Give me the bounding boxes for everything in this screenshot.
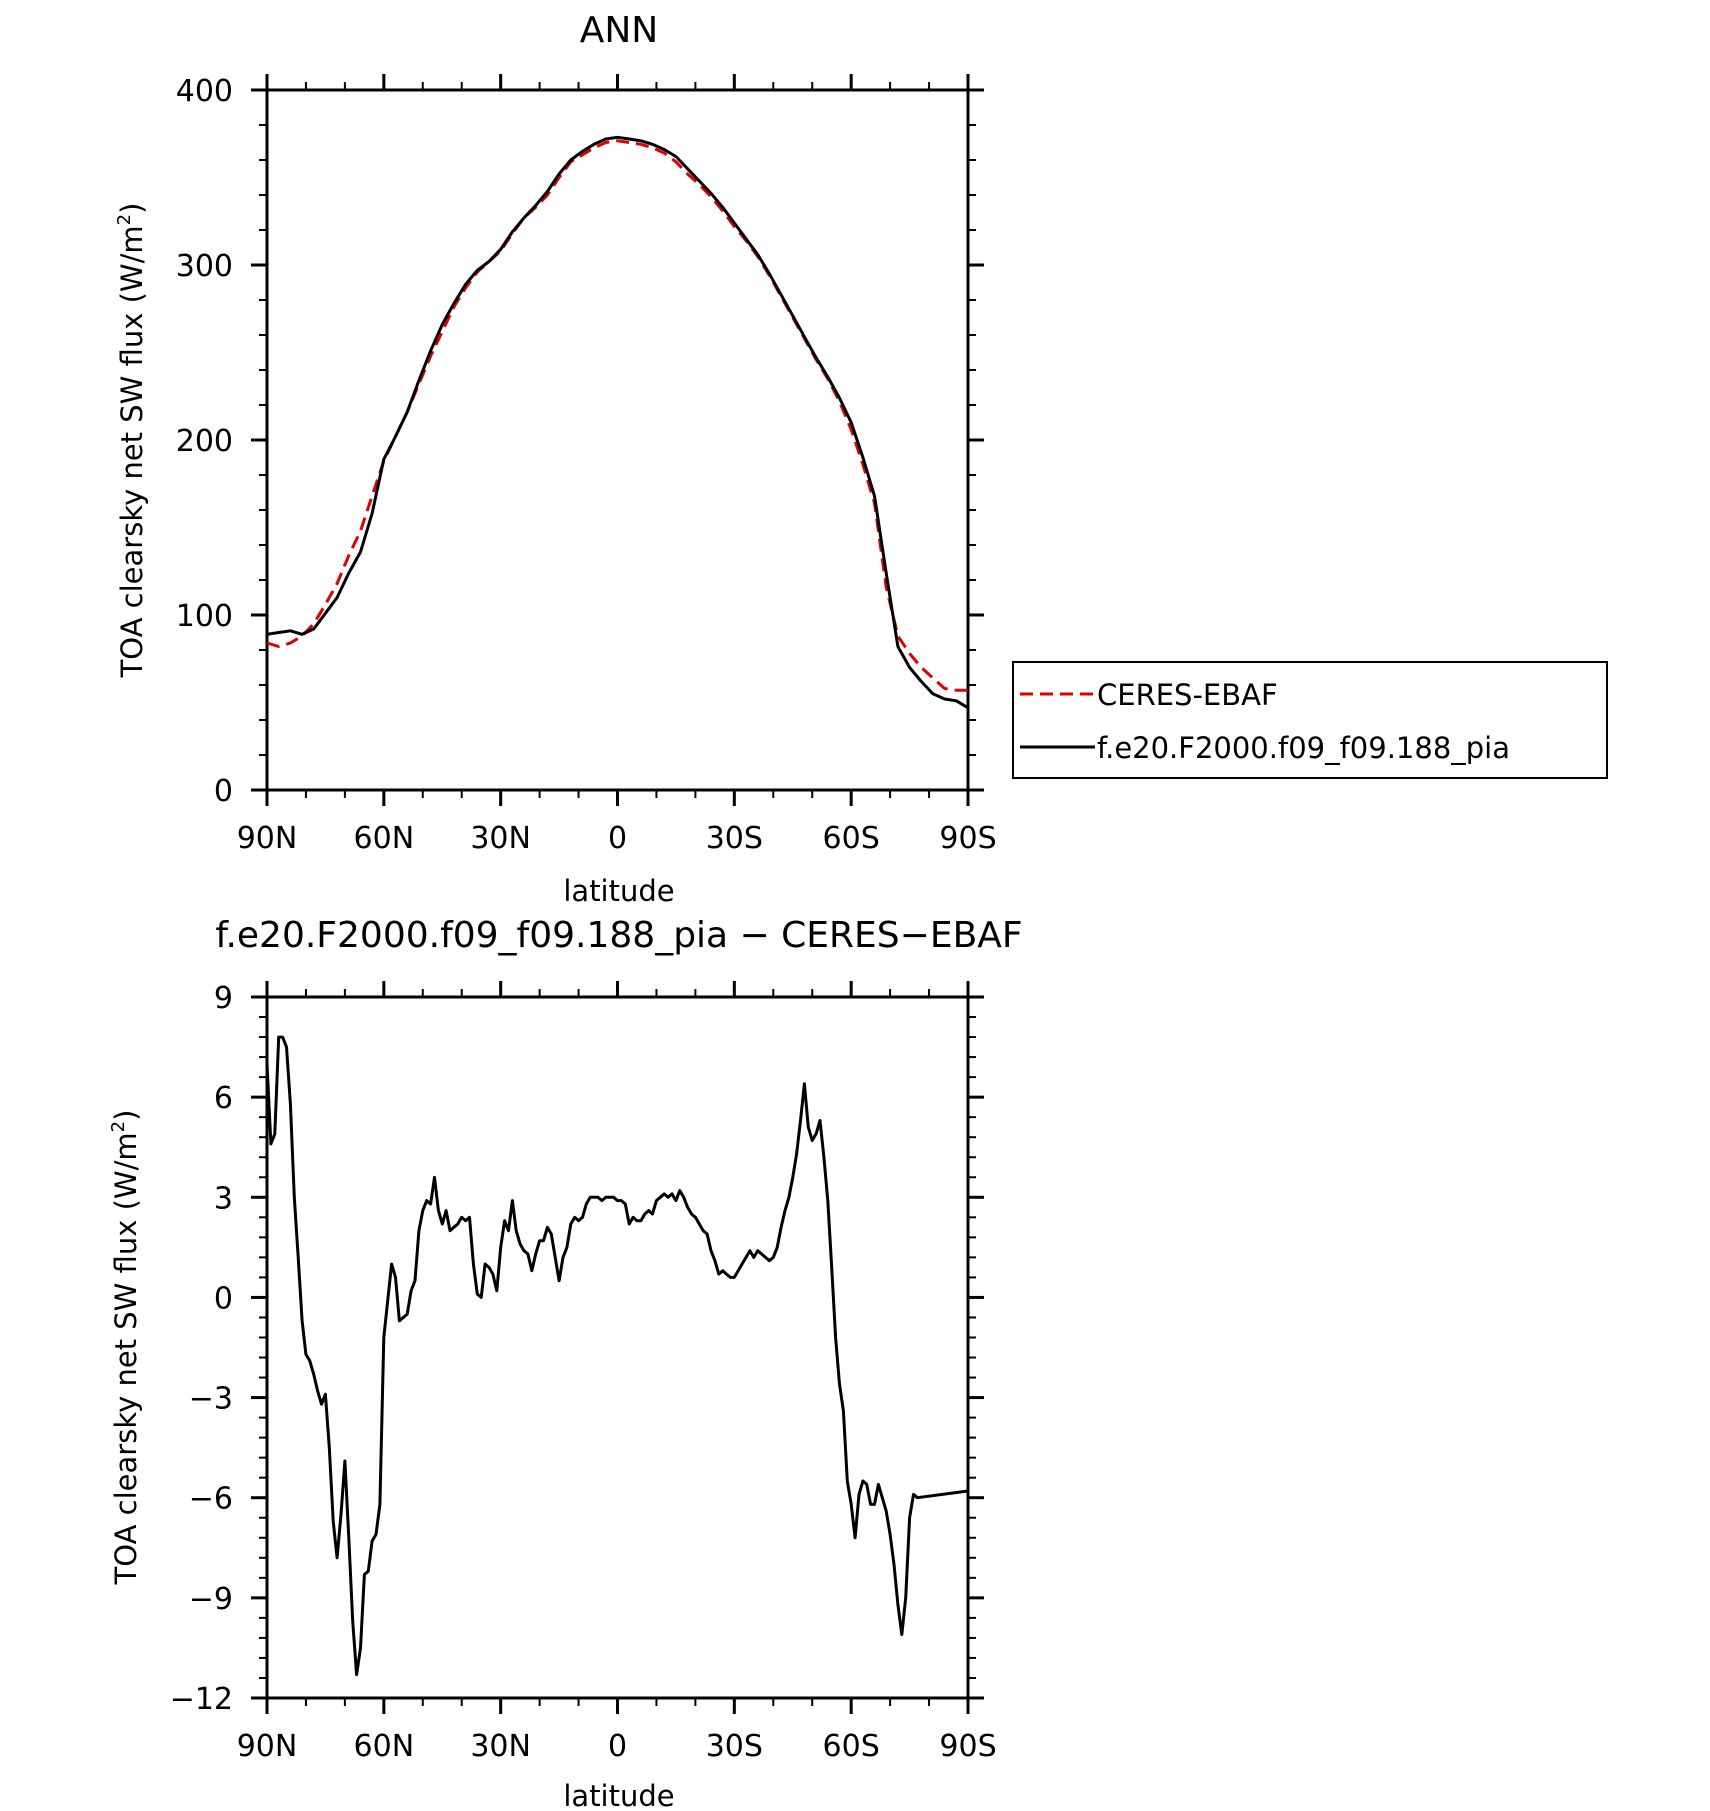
bottom-y-axis-label-sup: 2 <box>108 1121 129 1132</box>
top-chart-title: ANN <box>580 10 659 51</box>
top-x-tick-label: 30N <box>470 821 531 856</box>
top-y-axis-label-close: ) <box>115 203 149 214</box>
top-y-tick-label: 100 <box>176 599 233 634</box>
bottom-y-axis-label: TOA clearsky net SW flux (W/m2) <box>108 1110 143 1586</box>
legend-label-ceres: CERES-EBAF <box>1097 678 1278 712</box>
bottom-x-tick-label: 30S <box>706 1729 763 1764</box>
bottom-y-tick-label: 6 <box>214 1081 233 1116</box>
bottom-y-tick-label: 9 <box>214 981 233 1016</box>
bottom-y-axis-label-main: TOA clearsky net SW flux (W/m <box>109 1132 143 1585</box>
bottom-chart-title: f.e20.F2000.f09_f09.188_pia − CERES−EBAF <box>215 915 1022 956</box>
bottom-x-tick-label: 60N <box>354 1729 415 1764</box>
bottom-x-tick-label: 30N <box>470 1729 531 1764</box>
bottom-y-tick-label: −6 <box>189 1482 233 1517</box>
top-y-tick-label: 400 <box>176 74 233 109</box>
bottom-y-tick-label: −12 <box>170 1682 233 1717</box>
legend: CERES-EBAF f.e20.F2000.f09_f09.188_pia <box>1012 661 1608 779</box>
bottom-tick-labels: 90N 60N 30N 0 30S 60S 90S −12 −9 −6 −3 0 3 6 9 <box>170 981 997 1764</box>
top-y-tick-label: 300 <box>176 249 233 284</box>
bottom-x-tick-label: 90S <box>939 1729 996 1764</box>
bottom-x-tick-label: 90N <box>237 1729 298 1764</box>
bottom-series-layer <box>265 1035 969 1677</box>
legend-label-model: f.e20.F2000.f09_f09.188_pia <box>1097 731 1510 765</box>
bottom-panel: f.e20.F2000.f09_f09.188_pia − CERES−EBAF… <box>108 915 1023 1811</box>
top-ticks <box>251 74 984 806</box>
top-tick-labels: 90N 60N 30N 0 30S 60S 90S 0 100 200 300 400 <box>176 74 997 856</box>
top-x-tick-label: 0 <box>608 821 627 856</box>
bottom-series-line-0 <box>265 1035 969 1677</box>
legend-box <box>1012 661 1608 779</box>
top-x-tick-label: 60S <box>823 821 880 856</box>
bottom-y-tick-label: −9 <box>189 1582 233 1617</box>
bottom-x-axis-label: latitude <box>563 1779 674 1811</box>
top-y-axis-label: TOA clearsky net SW flux (W/m2) <box>114 203 149 679</box>
bottom-x-tick-label: 60S <box>823 1729 880 1764</box>
top-x-axis-label: latitude <box>563 874 674 908</box>
top-x-tick-label: 60N <box>354 821 415 856</box>
top-x-tick-label: 90N <box>237 821 298 856</box>
top-y-axis-label-sup: 2 <box>114 214 135 225</box>
bottom-ticks <box>251 981 984 1714</box>
top-y-tick-label: 0 <box>214 774 233 809</box>
top-series-layer <box>266 135 969 710</box>
top-y-tick-label: 200 <box>176 424 233 459</box>
bottom-y-tick-label: 3 <box>214 1181 233 1216</box>
bottom-y-axis-label-close: ) <box>109 1110 143 1121</box>
bottom-x-tick-label: 0 <box>608 1729 627 1764</box>
bottom-y-tick-label: 0 <box>214 1281 233 1316</box>
top-x-tick-label: 90S <box>939 821 996 856</box>
top-series-line-1 <box>266 135 969 710</box>
top-y-axis-label-main: TOA clearsky net SW flux (W/m <box>115 225 149 678</box>
bottom-y-tick-label: −3 <box>189 1382 233 1417</box>
top-x-tick-label: 30S <box>706 821 763 856</box>
top-panel: ANN 90N 60N 30N 0 30S 60S 90S 0 100 200 300 400 lat… <box>114 10 1608 908</box>
